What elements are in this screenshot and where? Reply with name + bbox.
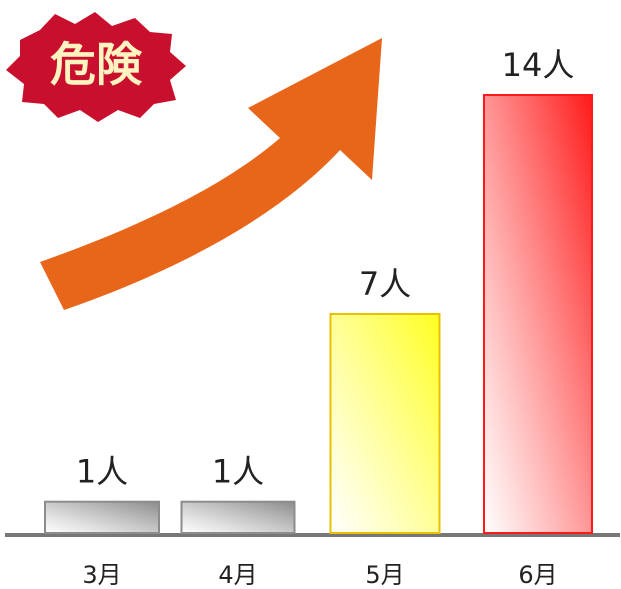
chart: 危険 1人 3月 1人 4月 7人 5月 14人 6月: [0, 0, 621, 589]
value-label: 14人: [502, 46, 575, 84]
bar: [182, 502, 295, 533]
x-tick-label: 6月: [518, 561, 557, 589]
x-tick-label: 4月: [218, 561, 257, 589]
value-label: 1人: [212, 453, 264, 491]
value-label: 1人: [76, 453, 128, 491]
bar: [331, 314, 440, 533]
value-label: 7人: [359, 265, 411, 303]
bar: [484, 95, 592, 533]
badge-text: 危険: [50, 38, 143, 92]
badge: 危険: [6, 12, 186, 122]
x-tick-label: 3月: [82, 561, 121, 589]
bar: [45, 502, 159, 533]
x-tick-label: 5月: [365, 561, 404, 589]
